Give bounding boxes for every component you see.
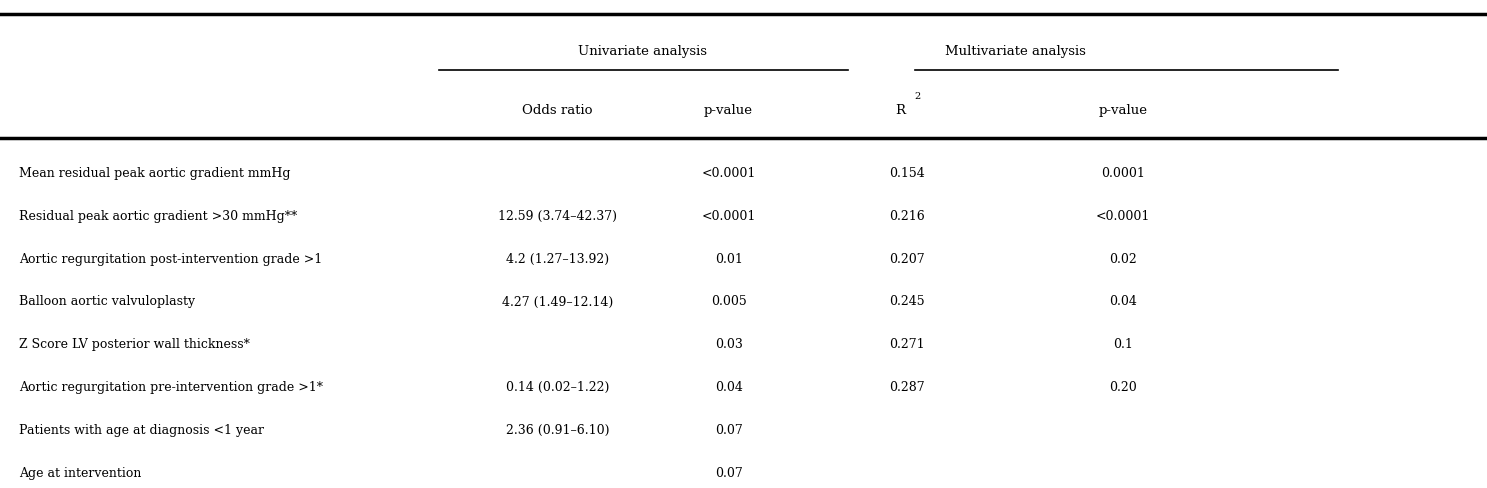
Text: 2: 2 — [915, 92, 920, 101]
Text: Aortic regurgitation post-intervention grade >1: Aortic regurgitation post-intervention g… — [19, 252, 323, 265]
Text: 0.14 (0.02–1.22): 0.14 (0.02–1.22) — [506, 380, 610, 393]
Text: Univariate analysis: Univariate analysis — [578, 45, 706, 58]
Text: <0.0001: <0.0001 — [702, 167, 755, 180]
Text: <0.0001: <0.0001 — [702, 209, 755, 223]
Text: 0.271: 0.271 — [889, 338, 925, 350]
Text: 0.03: 0.03 — [715, 338, 742, 350]
Text: 12.59 (3.74–42.37): 12.59 (3.74–42.37) — [498, 209, 617, 223]
Text: 0.154: 0.154 — [889, 167, 925, 180]
Text: Residual peak aortic gradient >30 mmHg**: Residual peak aortic gradient >30 mmHg** — [19, 209, 297, 223]
Text: Multivariate analysis: Multivariate analysis — [946, 45, 1086, 58]
Text: R: R — [895, 103, 906, 116]
Text: 0.04: 0.04 — [715, 380, 742, 393]
Text: p-value: p-value — [705, 103, 752, 116]
Text: 0.207: 0.207 — [889, 252, 925, 265]
Text: Age at intervention: Age at intervention — [19, 466, 141, 479]
Text: 0.04: 0.04 — [1109, 295, 1136, 308]
Text: 0.216: 0.216 — [889, 209, 925, 223]
Text: 0.07: 0.07 — [715, 423, 742, 436]
Text: 4.27 (1.49–12.14): 4.27 (1.49–12.14) — [503, 295, 613, 308]
Text: 0.0001: 0.0001 — [1100, 167, 1145, 180]
Text: 2.36 (0.91–6.10): 2.36 (0.91–6.10) — [506, 423, 610, 436]
Text: Odds ratio: Odds ratio — [522, 103, 593, 116]
Text: Patients with age at diagnosis <1 year: Patients with age at diagnosis <1 year — [19, 423, 265, 436]
Text: 4.2 (1.27–13.92): 4.2 (1.27–13.92) — [506, 252, 610, 265]
Text: Mean residual peak aortic gradient mmHg: Mean residual peak aortic gradient mmHg — [19, 167, 291, 180]
Text: 0.245: 0.245 — [889, 295, 925, 308]
Text: 0.287: 0.287 — [889, 380, 925, 393]
Text: <0.0001: <0.0001 — [1096, 209, 1149, 223]
Text: 0.01: 0.01 — [715, 252, 742, 265]
Text: Aortic regurgitation pre-intervention grade >1*: Aortic regurgitation pre-intervention gr… — [19, 380, 323, 393]
Text: Z Score LV posterior wall thickness*: Z Score LV posterior wall thickness* — [19, 338, 250, 350]
Text: 0.005: 0.005 — [711, 295, 746, 308]
Text: 0.02: 0.02 — [1109, 252, 1136, 265]
Text: Balloon aortic valvuloplasty: Balloon aortic valvuloplasty — [19, 295, 195, 308]
Text: 0.20: 0.20 — [1109, 380, 1136, 393]
Text: 0.07: 0.07 — [715, 466, 742, 479]
Text: 0.1: 0.1 — [1112, 338, 1133, 350]
Text: p-value: p-value — [1099, 103, 1146, 116]
